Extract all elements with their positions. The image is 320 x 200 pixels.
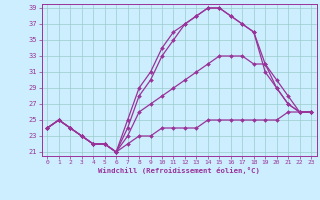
X-axis label: Windchill (Refroidissement éolien,°C): Windchill (Refroidissement éolien,°C) [98,167,260,174]
